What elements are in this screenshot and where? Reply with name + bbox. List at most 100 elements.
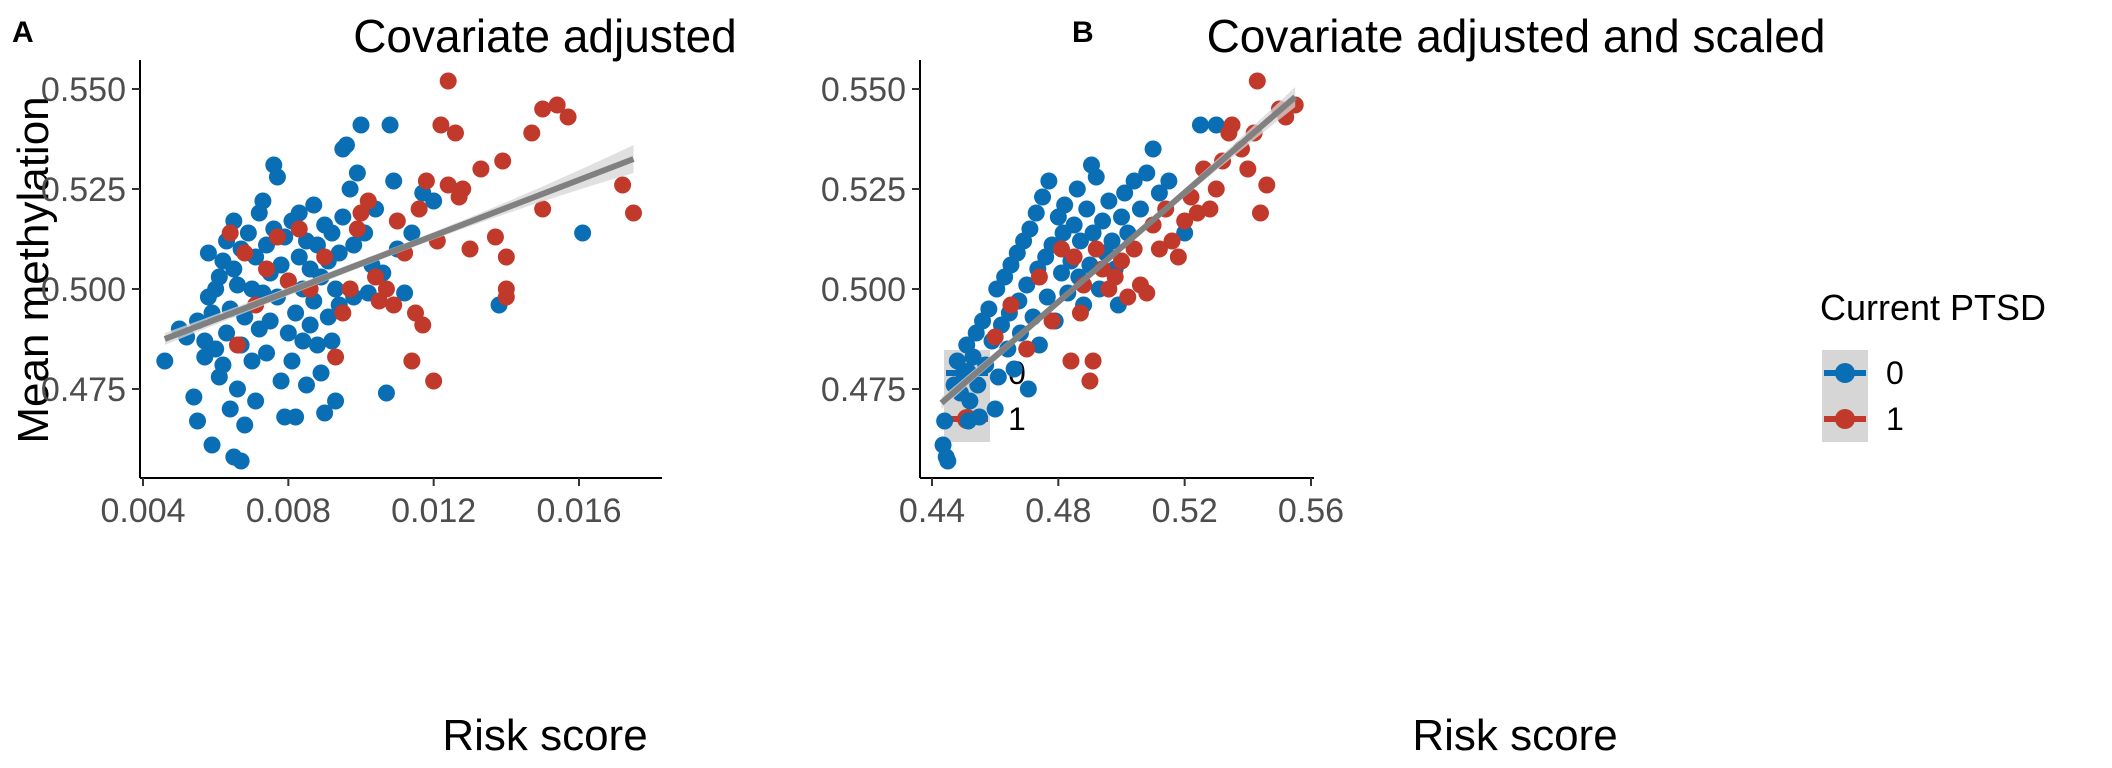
data-point-series-0-a	[312, 364, 330, 382]
data-point-series-1-a	[377, 280, 395, 298]
data-point-series-1-b	[1169, 248, 1187, 266]
fit-line-b	[939, 94, 1298, 406]
data-point-series-1-a	[417, 172, 435, 190]
x-axis-label-a: Risk score	[442, 711, 647, 760]
legend-title: Current PTSD	[1820, 287, 2046, 328]
data-point-series-0-a	[185, 388, 203, 406]
data-point-series-0-a	[348, 164, 366, 182]
data-point-series-0-a	[287, 304, 305, 322]
data-point-series-0-a	[228, 380, 246, 398]
data-point-series-0-b	[969, 376, 987, 394]
data-point-series-1-b	[1251, 204, 1269, 222]
data-point-series-1-a	[258, 260, 276, 278]
data-point-series-1-b	[1223, 116, 1241, 134]
x-tick-label-a: 0.008	[246, 492, 331, 530]
plot-area-a: 0.475 0.500 0.525 0.550 0.004 0.008 0.012 0.016	[41, 60, 662, 530]
panel-a: A Covariate adjusted Mean methylation Ri…	[9, 10, 737, 760]
data-point-series-0-a	[258, 344, 276, 362]
data-point-series-0-a	[279, 324, 297, 342]
data-point-series-0-b	[1084, 224, 1102, 242]
data-point-series-1-a	[446, 124, 464, 142]
legend-key-point-0-b	[1835, 363, 1855, 383]
data-point-series-1-b	[1125, 240, 1143, 258]
data-point-series-1-a	[534, 200, 552, 218]
data-point-series-0-b	[1021, 220, 1039, 238]
data-point-series-0-a	[319, 308, 337, 326]
data-point-series-1-a	[497, 288, 515, 306]
data-point-series-0-a	[214, 356, 232, 374]
data-point-series-1-a	[268, 228, 286, 246]
data-point-series-0-a	[290, 204, 308, 222]
data-point-series-0-a	[334, 208, 352, 226]
data-point-series-1-a	[425, 372, 443, 390]
data-point-series-0-b	[1160, 172, 1178, 190]
legend-b: Current PTSD 0 1	[1820, 287, 2046, 442]
data-point-series-0-a	[247, 392, 265, 410]
data-point-series-0-a	[254, 192, 272, 210]
data-point-series-1-a	[625, 204, 642, 222]
data-point-series-0-a	[403, 224, 421, 242]
data-point-series-1-b	[1002, 296, 1020, 314]
data-point-series-1-a	[359, 192, 377, 210]
data-point-series-0-a	[236, 416, 254, 434]
data-point-series-0-b	[1052, 264, 1070, 282]
data-point-series-1-a	[327, 348, 345, 366]
data-point-series-1-b	[1043, 312, 1061, 330]
data-point-series-1-b	[1150, 240, 1168, 258]
y-tick-label-a: 0.550	[41, 71, 126, 109]
data-point-series-0-b	[964, 348, 982, 366]
data-point-series-1-a	[439, 72, 457, 90]
legend-label-1-a: 1	[1008, 401, 1026, 437]
data-point-series-1-a	[454, 180, 472, 198]
y-tick-label-b: 0.550	[821, 71, 906, 109]
data-point-series-0-b	[1094, 212, 1112, 230]
data-point-series-1-a	[316, 248, 334, 266]
x-tick-label-b: 0.52	[1152, 492, 1218, 530]
data-point-series-0-b	[988, 280, 1006, 298]
data-point-series-1-b	[1138, 284, 1156, 302]
data-point-series-1-a	[236, 244, 254, 262]
data-point-series-0-b	[1176, 224, 1194, 242]
data-point-series-1-a	[497, 248, 515, 266]
data-point-series-1-b	[1258, 176, 1276, 194]
data-point-series-1-a	[290, 220, 308, 238]
data-point-series-1-b	[1084, 352, 1102, 370]
data-point-series-0-a	[298, 376, 315, 394]
data-point-series-0-a	[189, 412, 206, 430]
y-tick-label-b: 0.525	[821, 171, 906, 209]
data-point-series-0-a	[396, 284, 414, 302]
data-point-series-0-a	[261, 312, 279, 330]
data-point-series-1-b	[1062, 352, 1080, 370]
data-point-series-1-a	[432, 116, 450, 134]
data-point-series-0-a	[316, 404, 334, 422]
data-point-series-1-a	[410, 200, 428, 218]
data-point-series-0-a	[268, 168, 286, 186]
data-point-series-0-a	[385, 172, 403, 190]
data-point-series-1-b	[1081, 372, 1099, 390]
data-point-series-1-a	[523, 124, 541, 142]
data-point-series-0-b	[939, 452, 957, 470]
data-point-series-1-b	[1176, 212, 1194, 230]
data-point-series-0-b	[1034, 188, 1052, 206]
data-point-series-0-a	[156, 352, 174, 370]
data-point-series-1-a	[486, 228, 504, 246]
data-point-series-0-a	[287, 408, 305, 426]
y-tick-label-a: 0.525	[41, 171, 126, 209]
data-point-series-0-b	[980, 300, 998, 318]
data-point-series-0-a	[345, 236, 363, 254]
data-point-series-1-b	[1239, 160, 1257, 178]
data-point-series-0-a	[199, 244, 217, 262]
data-point-series-0-a	[337, 136, 355, 154]
data-point-series-0-b	[1207, 116, 1225, 134]
data-point-series-0-b	[970, 408, 988, 426]
data-point-series-0-b	[1019, 380, 1037, 398]
data-point-series-0-a	[381, 116, 399, 134]
y-axis-label-a: Mean methylation	[9, 96, 58, 443]
data-point-series-0-a	[272, 256, 290, 274]
data-point-series-1-a	[341, 280, 359, 298]
data-point-series-1-a	[388, 212, 406, 230]
legend-label-1-b: 1	[1886, 401, 1904, 437]
panel-label-b: B	[1072, 16, 1094, 49]
legend-label-0-b: 0	[1886, 355, 1904, 391]
